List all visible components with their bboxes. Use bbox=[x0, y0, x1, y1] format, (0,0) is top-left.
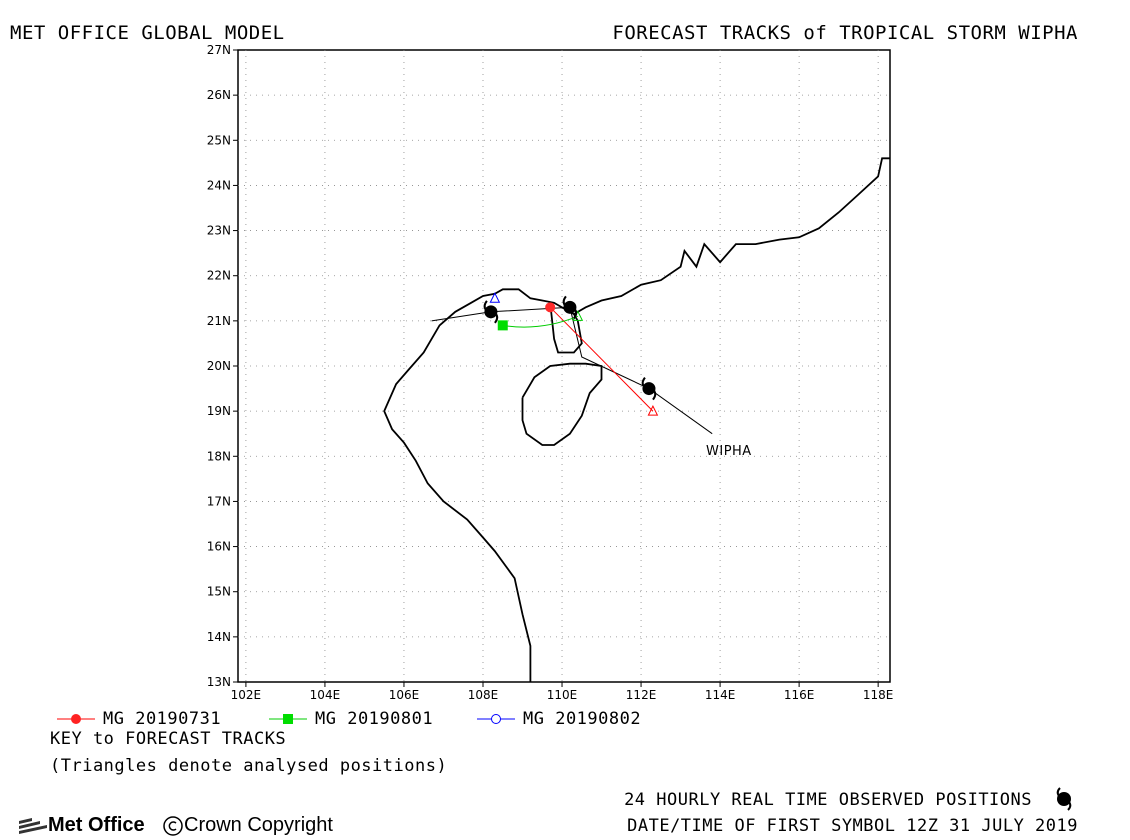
key-title: KEY to FORECAST TRACKS bbox=[50, 729, 287, 749]
legend-item-0731: MG 20190731 bbox=[55, 708, 221, 730]
lat-tick-label: 19N bbox=[207, 404, 231, 418]
map-ticks: 102E 104E 106E 108E 110E 112E 114E 116E 118E 13N 1… bbox=[207, 43, 894, 700]
observed-positions-text: 24 HOURLY REAL TIME OBSERVED POSITIONS bbox=[624, 790, 1032, 810]
track-0731-forecast-point bbox=[545, 302, 556, 313]
lon-tick-label: 104E bbox=[310, 688, 341, 700]
track-0801-forecast-point bbox=[497, 320, 508, 331]
legend-symbol-green-square bbox=[269, 714, 307, 724]
lat-tick-label: 20N bbox=[207, 359, 231, 373]
lon-tick-label: 112E bbox=[626, 688, 657, 700]
track-0731-analysed-triangle bbox=[647, 405, 659, 416]
lat-tick-label: 16N bbox=[207, 540, 231, 554]
coastline-hainan-island bbox=[521, 362, 603, 446]
first-symbol-datetime: DATE/TIME OF FIRST SYMBOL 12Z 31 JULY 20… bbox=[627, 816, 1078, 836]
legend-item-0801: MG 20190801 bbox=[267, 708, 433, 730]
legend-symbol-blue-circle bbox=[477, 714, 515, 724]
map-frame bbox=[237, 49, 891, 683]
title-right: FORECAST TRACKS of TROPICAL STORM WIPHA bbox=[612, 22, 1078, 44]
storm-label: WIPHA bbox=[706, 444, 752, 459]
observed-position-cyclone-icon bbox=[483, 300, 499, 324]
lon-tick-label: 114E bbox=[705, 688, 736, 700]
lon-tick-label: 116E bbox=[784, 688, 815, 700]
cyclone-arm-top bbox=[562, 295, 567, 306]
copyright-icon bbox=[163, 815, 183, 836]
legend-label-0731: MG 20190731 bbox=[103, 709, 222, 729]
cyclone-arm-bottom bbox=[494, 313, 499, 324]
observed-position-cyclone-icon bbox=[641, 376, 657, 401]
copyright: Crown Copyright bbox=[162, 814, 333, 837]
cyclone-arm-bottom bbox=[652, 389, 657, 401]
cyclone-core bbox=[484, 305, 498, 319]
lat-tick-label: 15N bbox=[207, 585, 231, 599]
legend-symbol-red-circle bbox=[57, 714, 95, 724]
coastline-mainland bbox=[383, 157, 890, 682]
lat-tick-label: 22N bbox=[207, 269, 231, 283]
observed-position-cyclone-icon bbox=[562, 295, 578, 319]
key-note: (Triangles denote analysed positions) bbox=[50, 756, 448, 776]
lat-tick-label: 17N bbox=[207, 494, 231, 508]
cyclone-symbol-icon bbox=[1056, 787, 1072, 811]
legend: MG 20190731 MG 20190801 MG 20190802 bbox=[55, 708, 755, 730]
lon-tick-label: 118E bbox=[863, 688, 894, 700]
observed-track-line bbox=[431, 306, 713, 435]
lat-tick-label: 26N bbox=[207, 88, 231, 102]
lat-tick-label: 25N bbox=[207, 133, 231, 147]
storm-tracks bbox=[431, 292, 713, 435]
cyclone-core bbox=[563, 300, 577, 314]
cyclone-arm-top bbox=[641, 376, 646, 388]
met-office-logo: Met Office bbox=[18, 814, 145, 837]
coastline-leizhou-peninsula bbox=[549, 302, 583, 354]
forecast-map: 102E 104E 106E 108E 110E 112E 114E 116E 118E 13N 1… bbox=[207, 43, 894, 700]
lat-tick-label: 23N bbox=[207, 224, 231, 238]
cyclone-core bbox=[642, 382, 656, 396]
copyright-text: Crown Copyright bbox=[184, 814, 333, 836]
met-office-waves-icon bbox=[19, 817, 47, 834]
coastline bbox=[383, 157, 890, 682]
lon-tick-label: 108E bbox=[468, 688, 499, 700]
track-0731-line bbox=[549, 306, 654, 412]
lon-tick-label: 106E bbox=[389, 688, 420, 700]
lat-tick-label: 21N bbox=[207, 314, 231, 328]
lat-tick-label: 18N bbox=[207, 449, 231, 463]
cyclone-arm-bottom bbox=[573, 308, 578, 319]
track-0801-line bbox=[502, 315, 579, 328]
track-0802-analysed-triangle bbox=[489, 292, 501, 303]
lon-tick-label: 110E bbox=[547, 688, 578, 700]
legend-label-0801: MG 20190801 bbox=[315, 709, 434, 729]
lat-tick-label: 13N bbox=[207, 675, 231, 689]
title-left: MET OFFICE GLOBAL MODEL bbox=[10, 22, 285, 44]
cyclone-arm-top bbox=[483, 300, 488, 311]
lat-tick-label: 27N bbox=[207, 43, 231, 57]
lon-tick-label: 102E bbox=[231, 688, 262, 700]
legend-label-0802: MG 20190802 bbox=[523, 709, 642, 729]
lat-tick-label: 14N bbox=[207, 630, 231, 644]
lat-tick-label: 24N bbox=[207, 178, 231, 192]
met-office-logo-text: Met Office bbox=[48, 814, 145, 836]
legend-item-0802: MG 20190802 bbox=[475, 708, 641, 730]
map-grid bbox=[238, 50, 890, 682]
